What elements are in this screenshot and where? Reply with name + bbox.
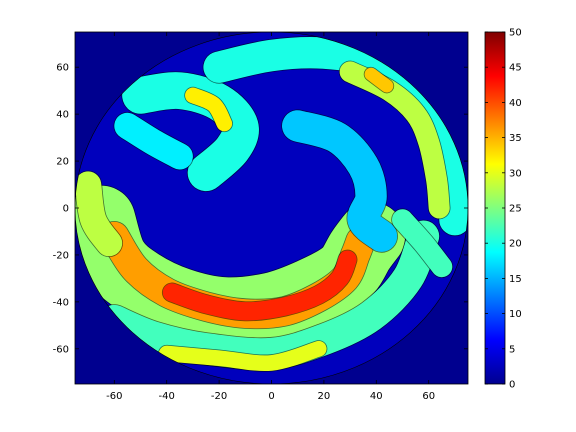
x-tick-label: 20	[318, 391, 331, 402]
contour-band-9	[203, 36, 468, 236]
x-tick-label: -60	[106, 391, 122, 402]
x-tick-label: 0	[268, 391, 274, 402]
colorbar-tick-label: 30	[509, 168, 522, 179]
contour-band-11	[364, 67, 394, 93]
colorbar-tick-label: 10	[509, 309, 522, 320]
y-tick-label: 20	[56, 157, 69, 168]
colorbar-tick-label: 15	[509, 274, 522, 285]
y-tick-label: 0	[63, 204, 69, 215]
y-axis-ticks: 60 40 20 0 -20 -40 -60	[53, 63, 468, 355]
colorbar-tick-label: 50	[509, 28, 522, 39]
x-tick-label: 40	[370, 391, 383, 402]
contour-band-7	[185, 87, 233, 132]
contour-band-4	[158, 340, 327, 372]
colorbar-tick-label: 20	[509, 239, 522, 250]
y-tick-label: 40	[56, 110, 69, 121]
contour-band-8	[114, 112, 193, 170]
contour-band-6	[122, 72, 259, 192]
colorbar-tick-label: 45	[509, 63, 522, 74]
contour-band-12	[282, 110, 398, 252]
y-tick-label: 60	[56, 63, 69, 74]
contour-band-13	[392, 209, 453, 278]
x-tick-label: 60	[422, 391, 435, 402]
contour-band-5	[75, 171, 123, 257]
contour-features	[75, 36, 468, 372]
colorbar-tick-label: 0	[509, 380, 515, 391]
colorbar-tick-label: 25	[509, 204, 522, 215]
x-axis-ticks: -60 -40 -20 0 20 40 60	[106, 32, 435, 402]
y-tick-label: -20	[53, 250, 69, 261]
x-tick-label: -20	[211, 391, 227, 402]
colorbar-tick-label: 35	[509, 133, 522, 144]
colorbar-tick-label: 5	[509, 344, 515, 355]
contour-band-2	[162, 250, 357, 321]
x-tick-label: -40	[159, 391, 175, 402]
y-tick-label: -60	[53, 344, 69, 355]
colorbar	[485, 32, 505, 384]
y-tick-label: -40	[53, 297, 69, 308]
colorbar-tick-label: 40	[509, 98, 522, 109]
